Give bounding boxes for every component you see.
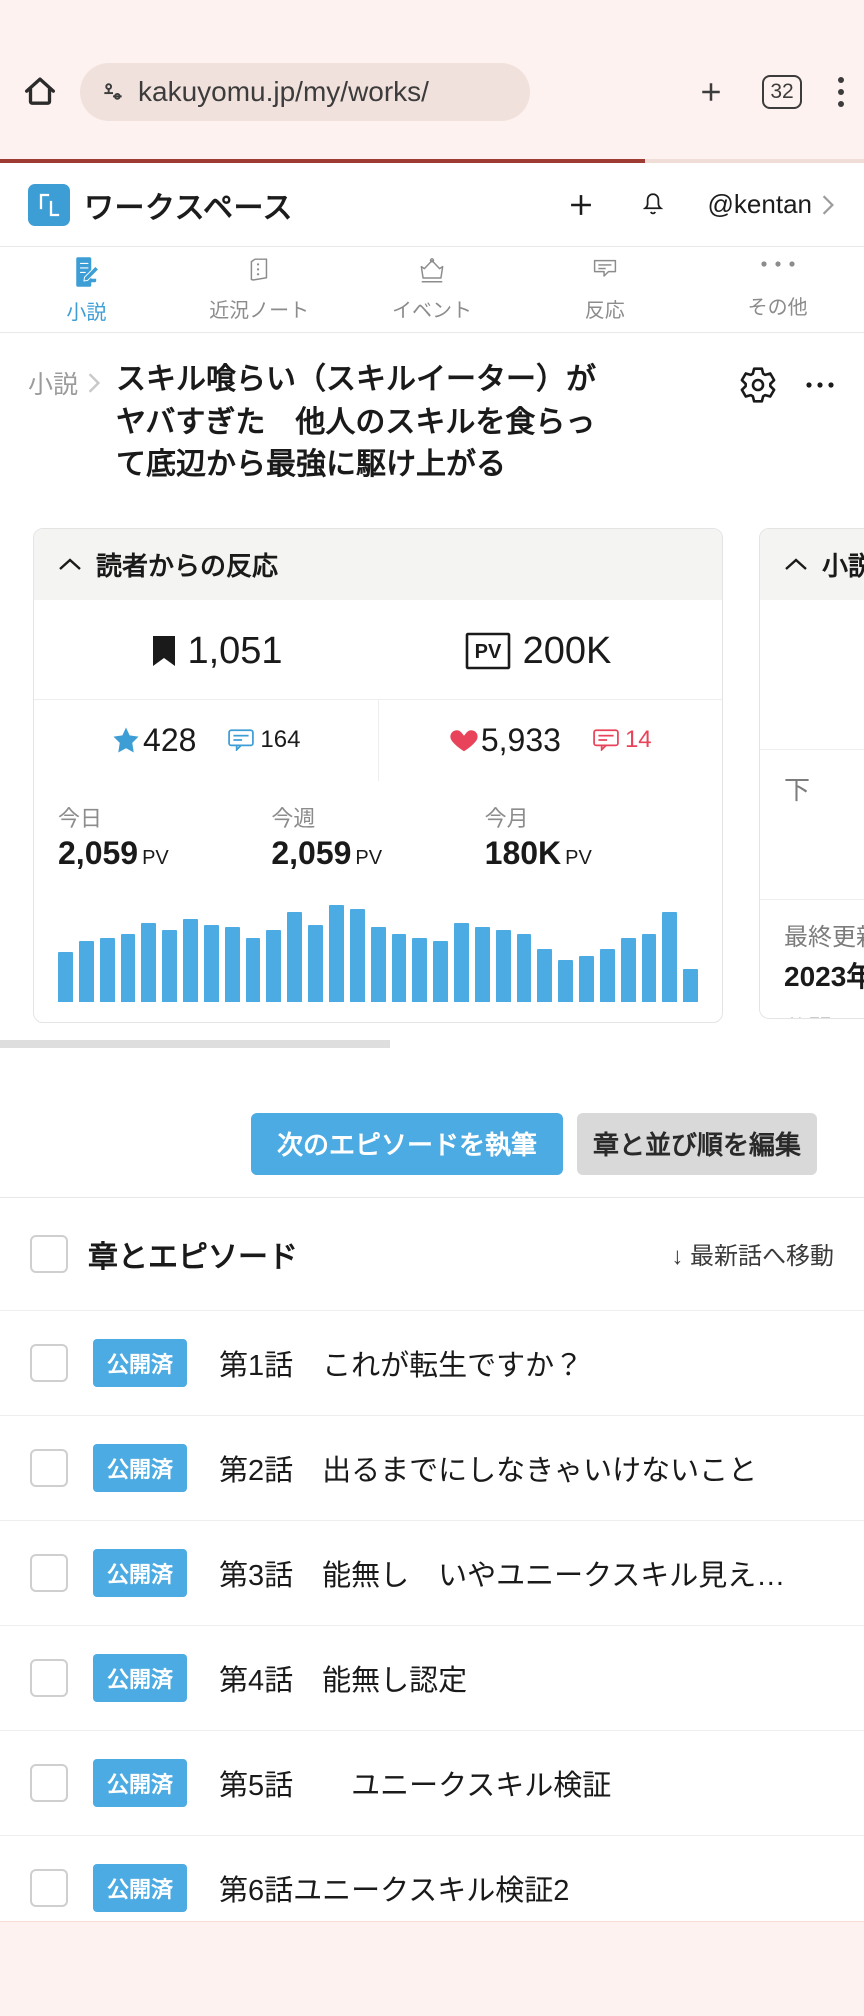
svg-text:PV: PV [474, 641, 501, 663]
